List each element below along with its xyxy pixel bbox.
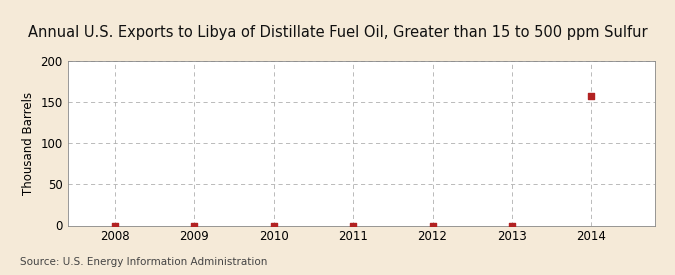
Text: Annual U.S. Exports to Libya of Distillate Fuel Oil, Greater than 15 to 500 ppm : Annual U.S. Exports to Libya of Distilla… (28, 25, 647, 40)
Point (189, 223, 200, 228)
Point (269, 223, 279, 228)
Point (586, 94, 597, 98)
Text: Source: U.S. Energy Information Administration: Source: U.S. Energy Information Administ… (20, 257, 267, 267)
Point (506, 223, 517, 228)
Point (427, 223, 438, 228)
Y-axis label: Thousand Barrels: Thousand Barrels (22, 91, 35, 195)
Point (110, 223, 121, 228)
Point (348, 223, 358, 228)
